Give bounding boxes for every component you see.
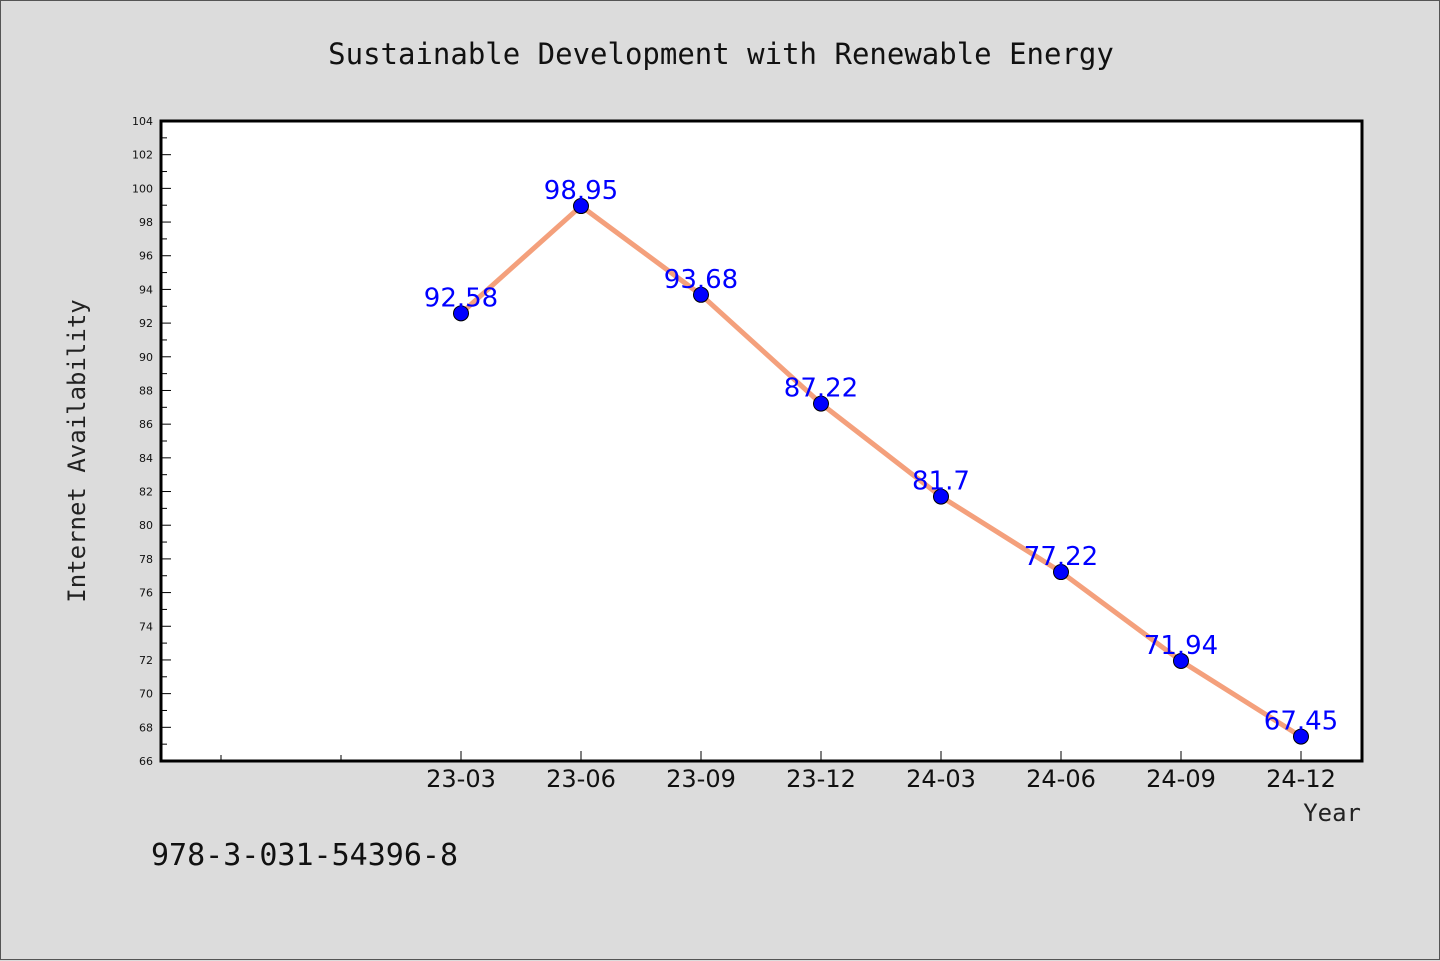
y-tick-label: 66 [139,755,153,768]
data-label: 77.22 [1024,542,1098,572]
x-tick-label: 24-03 [906,765,976,793]
y-tick-label: 98 [139,216,153,229]
y-tick-label: 104 [132,115,153,128]
y-tick-label: 74 [139,620,153,633]
data-point-marker [453,305,469,322]
data-point-marker [813,395,829,412]
y-tick-label: 86 [139,418,153,431]
data-labels: 92.58 98.95 93.68 87.22 81.7 77.22 71.94 67.45 [424,176,1338,737]
series-line [453,198,1309,745]
data-label: 87.22 [784,374,858,404]
y-tick-label: 100 [132,182,153,195]
x-tick-label: 23-06 [546,765,616,793]
isbn-text: 978-3-031-54396-8 [151,838,458,873]
y-tick-label: 82 [139,486,153,499]
y-tick-label: 88 [139,384,153,397]
y-tick-label: 72 [139,654,153,667]
data-point-marker [693,286,709,303]
data-point-marker [573,198,589,215]
data-label: 67.45 [1264,707,1338,737]
y-tick-label: 94 [139,283,153,296]
data-label: 81.7 [912,467,970,497]
x-tick-label: 23-12 [786,765,856,793]
data-label: 98.95 [544,176,618,206]
x-tick-label: 24-06 [1026,765,1096,793]
x-tick-label: 24-09 [1146,765,1216,793]
data-label: 92.58 [424,283,498,313]
data-point-marker [1293,728,1309,745]
y-tick-label: 84 [139,452,153,465]
y-tick-label: 68 [139,721,153,734]
y-axis-label: Internet Availability [63,299,91,602]
x-tick-label: 24-12 [1266,765,1336,793]
y-tick-label: 80 [139,519,153,532]
plot-area [159,119,1364,763]
y-tick-label: 90 [139,351,153,364]
x-tick-label: 23-09 [666,765,736,793]
chart-title: Sustainable Development with Renewable E… [328,37,1114,71]
series-polyline [459,203,1303,739]
y-tick-label: 102 [132,149,153,162]
y-tick-label: 96 [139,250,153,263]
data-label: 93.68 [664,265,738,295]
data-point-marker [933,488,949,505]
data-label: 71.94 [1144,631,1218,661]
x-tick-label: 23-03 [426,765,496,793]
x-axis: 23-03 23-06 23-09 23-12 24-03 24-06 24-09 24-12 [220,751,1336,793]
x-axis-label: Year [1303,799,1361,827]
y-tick-label: 70 [139,688,153,701]
data-point-marker [1173,652,1189,669]
y-axis: 66 68 70 72 74 76 78 80 82 84 86 88 90 92 94 96 98 100 102… [132,115,171,768]
y-tick-label: 76 [139,587,153,600]
y-tick-label: 92 [139,317,153,330]
y-tick-label: 78 [139,553,153,566]
data-point-marker [1053,564,1069,581]
